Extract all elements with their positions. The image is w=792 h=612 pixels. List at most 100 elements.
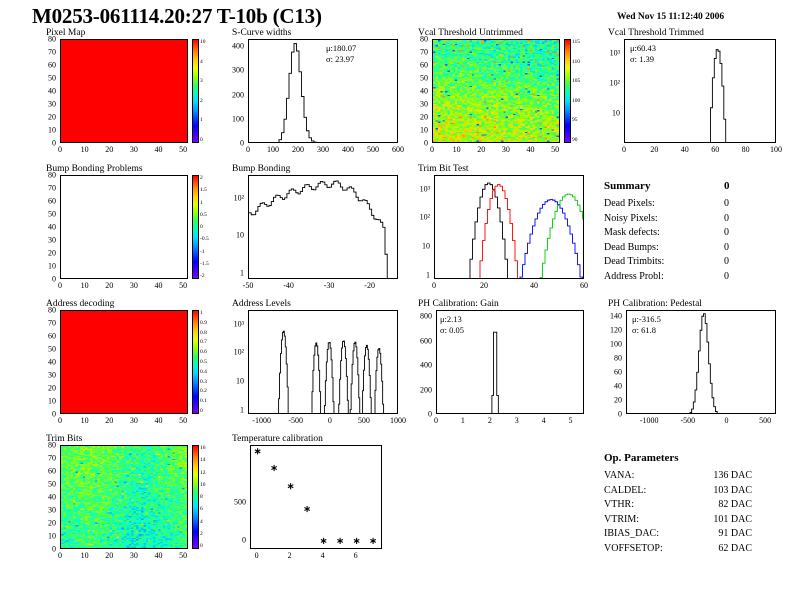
x-tick-labels: 0 10 20 30 40 50 [430, 145, 560, 155]
x-tick-labels: 0 10 20 30 40 50 [58, 281, 188, 291]
y-tick-label: 1 [240, 405, 244, 415]
panel-trim-bit-test[interactable]: Trim Bit Test 1 10 10² 10³ 0 20 40 60 [408, 164, 588, 292]
op-parameter-label: CALDEL: [604, 484, 647, 496]
colorbar-tick-label: 0.8 [200, 329, 207, 336]
y-tick-label: 70 [48, 453, 56, 463]
colorbar-tick-label: 1 [200, 199, 203, 206]
histogram-trace [469, 182, 508, 278]
colorbar-tick-label: 12 [200, 469, 206, 476]
y-tick-label: 600 [420, 336, 432, 346]
y-tick-label: 10 [422, 241, 430, 251]
x-tick-label: -50 [242, 281, 254, 290]
colorbar-tick-label: 6 [200, 506, 203, 513]
heatmap-vcal-untrimmed [433, 40, 559, 142]
plot-frame-ph-pedestal [626, 310, 776, 414]
x-tick-label: -40 [283, 281, 294, 290]
y-tick-label: 80 [420, 34, 428, 44]
colorbar-tick-label: -1.5 [200, 260, 209, 267]
x-tick-label: 60 [711, 145, 720, 154]
y-tick-label: 10 [48, 531, 56, 541]
x-tick-label: 300 [317, 145, 329, 154]
y-tick-label: 40 [48, 86, 56, 96]
y-tick-labels: 0 20 40 60 80 100 120 140 [598, 310, 624, 418]
y-tick-label: 800 [420, 311, 432, 321]
y-tick-label: 80 [48, 170, 56, 180]
panel-title: PH Calibration: Gain [418, 299, 499, 309]
x-tick-label: 200 [292, 145, 304, 154]
y-tick-label: 70 [48, 318, 56, 328]
op-parameter-value: 136 DAC [713, 470, 752, 481]
colorbar-tick-label: -0.5 [200, 236, 209, 243]
x-tick-label: 20 [105, 416, 114, 425]
plot-frame-vcal-untrimmed [432, 39, 560, 143]
heatmap-address-decoding [61, 311, 187, 413]
stat-sigma: σ: 1.39 [630, 54, 654, 64]
timestamp: Wed Nov 15 11:12:40 2006 [617, 12, 725, 22]
x-tick-label: -500 [288, 416, 304, 425]
panel-title: Address Levels [232, 299, 291, 309]
panel-bump-bonding[interactable]: Bump Bonding 1 10 10² -50 -40 -30 -20 [222, 164, 402, 292]
stats-box-s-curve: μ:180.07 σ: 23.97 [326, 43, 356, 65]
colorbar-tick-label: 115 [572, 39, 581, 45]
colorbar-tick-label: 4 [200, 518, 203, 525]
scatter-marker [353, 537, 360, 544]
panel-temperature-calibration[interactable]: Temperature calibration 0 500 0 2 4 6 [222, 434, 402, 562]
y-tick-labels: 1 10 10² 10³ [216, 310, 246, 414]
y-tick-label: 50 [48, 479, 56, 489]
y-tick-label: 30 [48, 370, 56, 380]
x-tick-label: 40 [154, 145, 163, 154]
colorbar-tick-label: 0.2 [200, 388, 207, 395]
x-tick-label: 10 [80, 145, 89, 154]
panel-ph-calibration-gain[interactable]: PH Calibration: Gain 0 200 400 600 800 0 1 2 3 4… [408, 299, 588, 427]
panel-title: PH Calibration: Pedestal [608, 299, 702, 309]
x-tick-label: 60 [580, 281, 588, 290]
x-tick-label: 0 [58, 551, 62, 560]
y-tick-label: 70 [48, 183, 56, 193]
histogram-trace [689, 313, 718, 413]
y-tick-label: 10 [48, 396, 56, 406]
colorbar-tick-label: 0.4 [200, 368, 207, 375]
plot-frame-vcal-trimmed [624, 39, 776, 143]
y-tick-label: 30 [420, 99, 428, 109]
y-tick-label: 40 [48, 222, 56, 232]
panel-address-decoding[interactable]: Address decoding 0 10 20 30 40 50 60 70 80 0 10 20… [36, 299, 216, 427]
panel-ph-calibration-pedestal[interactable]: PH Calibration: Pedestal 0 20 40 60 80 100 120… [598, 299, 786, 427]
panel-s-curve-widths[interactable]: S-Curve widths 0 100 200 300 400 0 100 200 300 4… [222, 28, 404, 156]
y-tick-label: 30 [48, 99, 56, 109]
x-tick-label: 50 [179, 281, 188, 290]
y-tick-labels: 0 10 20 30 40 50 60 70 80 [32, 35, 58, 148]
summary-row: Mask defects: 0 [604, 227, 784, 242]
y-tick-label: 40 [614, 381, 622, 391]
panel-vcal-threshold-untrimmed[interactable]: Vcal Threshold Untrimmed 0 10 20 30 40 50 60 70… [408, 28, 588, 156]
x-tick-label: 4 [320, 551, 325, 560]
op-parameter-row: VTHR: 82 DAC [604, 499, 784, 514]
panel-bump-bonding-problems[interactable]: Bump Bonding Problems 0 10 20 30 40 50 60 70 80 … [36, 164, 216, 292]
panel-title: S-Curve widths [232, 28, 292, 38]
panel-trim-bits[interactable]: Trim Bits 0 10 20 30 40 50 60 70 80 0 10 20 30 40 50 … [36, 434, 216, 562]
x-tick-label: 0 [327, 416, 332, 425]
panel-pixel-map[interactable]: Pixel Map 0 10 20 30 40 50 60 70 80 0 10 20 30 40 50 … [36, 28, 216, 156]
summary-row: Dead Trimbits: 0 [604, 256, 784, 271]
x-tick-label: 50 [179, 551, 188, 560]
panel-address-levels[interactable]: Address Levels 1 10 10² 10³ -1000 -500 0 500 10… [222, 299, 406, 427]
summary-row-label: Mask defects: [604, 227, 660, 238]
op-parameters-heading: Op. Parameters [604, 452, 784, 466]
y-tick-label: 10³ [233, 319, 244, 329]
summary-heading-value: 0 [724, 180, 730, 192]
op-parameter-label: VANA: [604, 470, 635, 481]
colorbar-tick-label: 1.5 [200, 187, 207, 194]
x-tick-label: 600 [392, 145, 404, 154]
panel-title: Pixel Map [46, 28, 86, 38]
colorbar-tick-label: -1 [200, 248, 205, 255]
y-tick-label: 0 [424, 138, 428, 148]
colorbar-tick-label: 16 [200, 445, 206, 451]
y-tick-labels: 0 10 20 30 40 50 60 70 80 [32, 171, 58, 284]
summary-row: Dead Pixels: 0 [604, 198, 784, 213]
op-parameter-label: IBIAS_DAC: [604, 528, 660, 539]
y-tick-labels: 0 10 20 30 40 50 60 70 80 [404, 35, 430, 148]
y-tick-label: 0 [242, 535, 246, 545]
panel-vcal-threshold-trimmed[interactable]: Vcal Threshold Trimmed 10 10² 10³ 0 20 40 60 8… [598, 28, 786, 156]
y-tick-label: 20 [420, 112, 428, 122]
y-tick-label: 20 [48, 383, 56, 393]
y-tick-label: 20 [48, 518, 56, 528]
